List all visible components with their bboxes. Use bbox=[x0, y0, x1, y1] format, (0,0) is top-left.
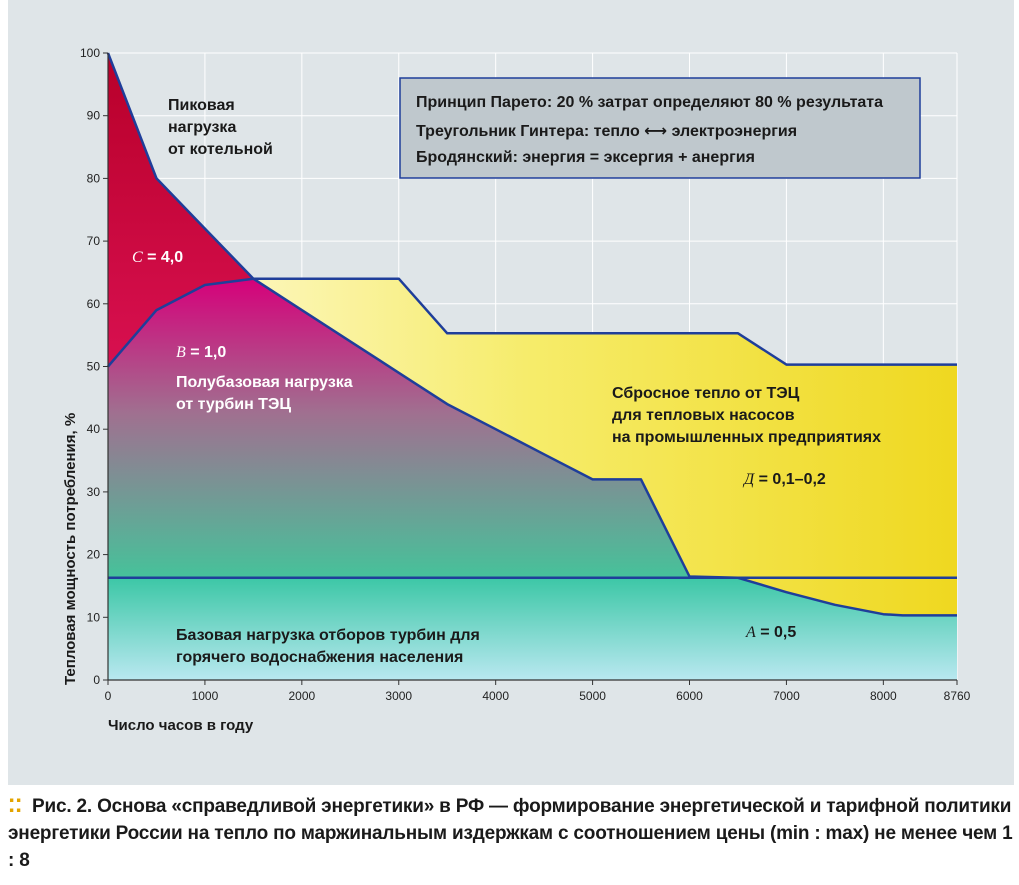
annotation-b: B = 1,0 bbox=[176, 344, 226, 361]
annotation-c: C = 4,0 bbox=[132, 249, 183, 266]
y-tick-label: 30 bbox=[87, 485, 101, 499]
annotation-d: Д = 0,1–0,2 bbox=[742, 471, 826, 488]
annotation-semi-base: Полубазовая нагрузка от турбин ТЭЦ bbox=[176, 374, 353, 413]
area-semi-base bbox=[108, 278, 690, 578]
y-axis-title: Тепловая мощность потребления, % bbox=[62, 413, 79, 685]
x-tick-label: 8760 bbox=[944, 689, 971, 703]
annotations: Пиковая нагрузка от котельной C = 4,0 B = 1,… bbox=[132, 97, 881, 666]
annotation-waste-heat: Сбросное тепло от ТЭЦ для тепловых насосо… bbox=[612, 385, 881, 446]
annotation-peak: Пиковая нагрузка от котельной bbox=[168, 97, 273, 158]
x-tick-label: 7000 bbox=[773, 689, 800, 703]
y-tick-label: 80 bbox=[87, 171, 101, 185]
area-peak bbox=[108, 53, 254, 367]
x-tick-label: 8000 bbox=[870, 689, 897, 703]
x-tick-label: 4000 bbox=[482, 689, 509, 703]
caption-lead: Рис. 2. bbox=[32, 796, 92, 817]
area-base bbox=[108, 577, 957, 680]
y-tick-label: 90 bbox=[87, 109, 101, 123]
x-tick-label: 1000 bbox=[192, 689, 219, 703]
series-line-semi-base bbox=[107, 277, 957, 368]
x-axis-title: Число часов в году bbox=[108, 717, 254, 734]
y-tick-label: 0 bbox=[93, 673, 100, 687]
x-tick-label: 0 bbox=[105, 689, 112, 703]
figure-caption: ⁚⁚ Рис. 2. Основа «справедливой энергетик… bbox=[8, 793, 1014, 874]
y-tick-label: 100 bbox=[80, 46, 100, 60]
y-tick-label: 20 bbox=[87, 548, 101, 562]
info-line-2: Треугольник Гинтера: тепло ⟷ электроэнер… bbox=[416, 123, 797, 140]
caption-bullet-icon: ⁚⁚ bbox=[8, 796, 23, 817]
x-tick-label: 5000 bbox=[579, 689, 606, 703]
annotation-a: A = 0,5 bbox=[745, 624, 796, 641]
chart-lines bbox=[106, 52, 957, 617]
annotation-base: Базовая нагрузка отборов турбин для горяч… bbox=[176, 627, 480, 666]
info-box bbox=[399, 77, 921, 179]
x-tick-label: 3000 bbox=[385, 689, 412, 703]
y-tick-label: 40 bbox=[87, 422, 101, 436]
info-line-1: Принцип Парето: 20 % затрат определяют 8… bbox=[416, 94, 883, 111]
y-tick-label: 50 bbox=[87, 360, 101, 374]
info-line-3: Бродянский: энергия = эксергия + анергия bbox=[416, 149, 755, 166]
y-tick-label: 70 bbox=[87, 234, 101, 248]
caption-text: Основа «справедливой энергетики» в РФ — … bbox=[8, 796, 1013, 871]
x-tick-label: 6000 bbox=[676, 689, 703, 703]
y-tick-label: 10 bbox=[87, 610, 101, 624]
x-tick-label: 2000 bbox=[288, 689, 315, 703]
chart-figure: 0 10 20 30 40 50 60 70 80 90 100 0 1000 2000 3000 4000 5… bbox=[8, 0, 1014, 785]
y-tick-label: 60 bbox=[87, 297, 101, 311]
